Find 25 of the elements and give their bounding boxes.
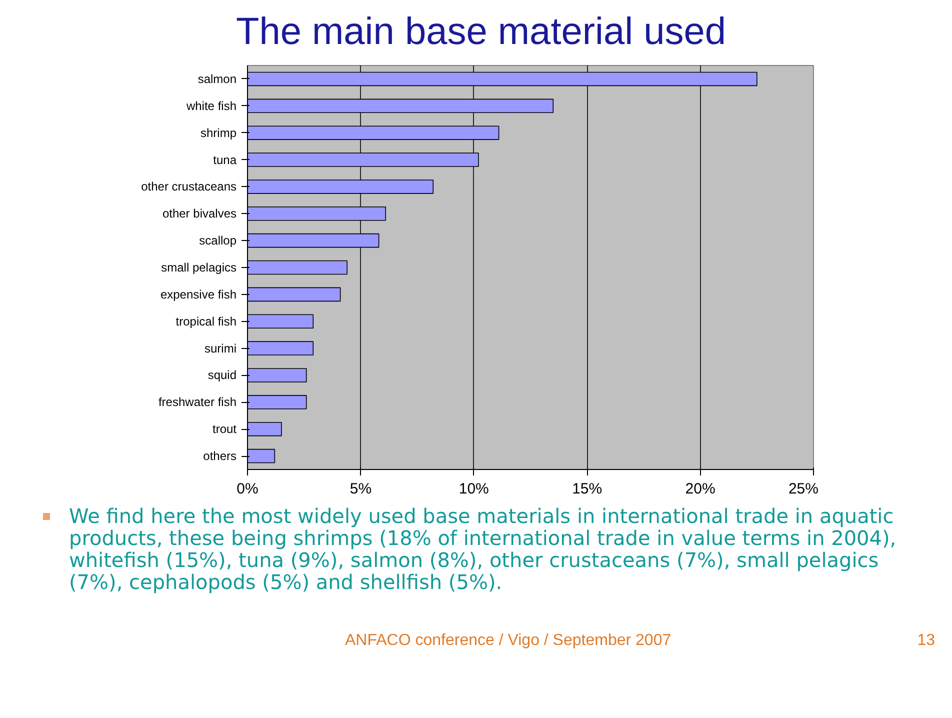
y-tick-label: squid (208, 368, 236, 382)
y-tick-label: other bivalves (162, 206, 237, 221)
chart-title: The main base material used (234, 10, 728, 55)
y-tick-label: shrimp (200, 126, 237, 140)
x-tick-label: 10% (458, 480, 489, 498)
y-tick-label: expensive fish (160, 287, 237, 302)
y-tick-label: scallop (199, 234, 237, 248)
y-tick-label: small pelagics (161, 260, 237, 274)
text: We find here the most widely used base materials in international trade in aquatic products, these being shrimps (18% of international trade in value terms in 2004), whitefish (15%), tuna (9%), salmon (8%), other crustaceans (7%), small pelagics (7%), cephalopods (5%) and shellfish (5%). (69, 504, 898, 594)
x-tick-label: 20% (685, 480, 716, 498)
x-tick-label: 25% (788, 480, 819, 498)
y-tick-label: salmon (198, 72, 237, 86)
y-tick-label: trout (212, 422, 238, 436)
x-tick-label: 15% (572, 480, 602, 498)
y-tick-label: surimi (204, 341, 236, 356)
x-tick-label: 5% (350, 480, 372, 498)
text: 13 (917, 631, 935, 651)
y-tick-label: freshwater fish (158, 395, 236, 410)
y-tick-label: others (203, 449, 237, 464)
text: ANFACO conference / Vigo / September 2007 (345, 632, 672, 649)
x-tick-label: 0% (236, 480, 258, 498)
y-tick-label: tuna (213, 152, 237, 167)
y-tick-label: other crustaceans (141, 180, 237, 194)
y-tick-label: tropical fish (176, 314, 237, 328)
y-tick-label: white fish (185, 98, 237, 113)
